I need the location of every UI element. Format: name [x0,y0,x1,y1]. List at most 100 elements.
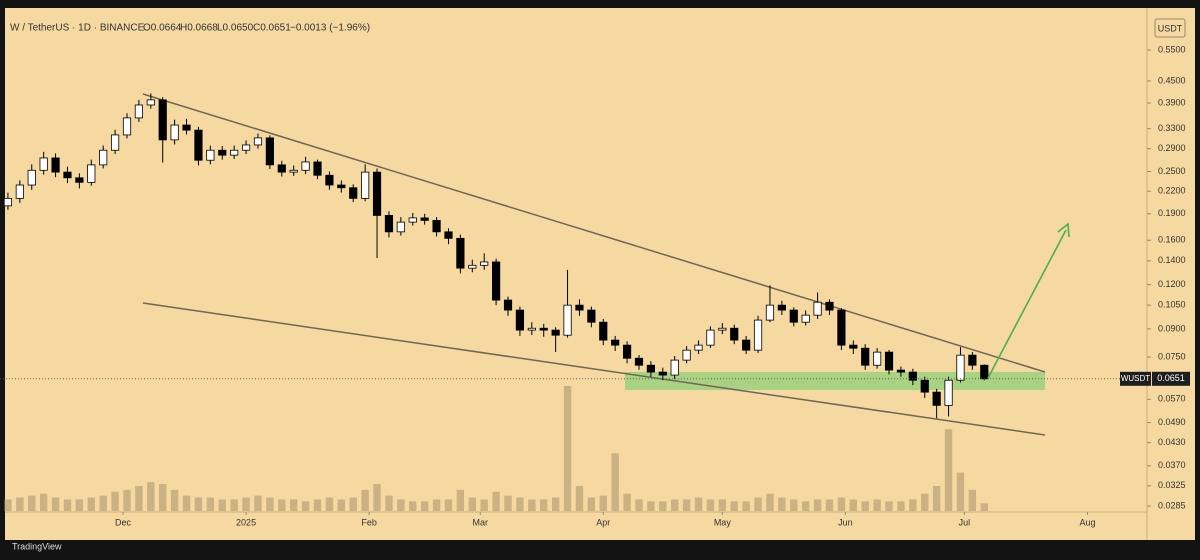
candle-body [908,371,917,381]
candle-body [206,149,215,161]
volume-bar [599,495,607,511]
candle-body [349,187,358,199]
volume-bar [397,499,405,511]
volume-bar [420,501,429,511]
candle-body [337,184,346,189]
volume-bar [647,501,655,511]
candle-body [480,261,489,266]
x-tick-label: 2025 [236,517,256,527]
candle-body [170,124,179,141]
y-tick-label: 0.0750 [1158,351,1186,361]
ohlc-change: −0.0013 (−1.96%) [290,23,370,34]
candle-body [837,309,846,346]
candle-body [789,309,798,323]
y-tick-label: 0.2200 [1158,186,1186,196]
y-tick-label: 0.0430 [1158,437,1186,447]
candle-body [658,371,667,376]
candle-body [825,301,834,311]
candle-body [706,329,715,346]
candle-body [99,149,108,166]
x-tick-label: Mar [472,517,488,527]
volume-bar [742,501,750,511]
volume-bar [718,499,727,511]
volume-bar [278,499,286,511]
volume-bar [659,501,667,511]
candle-body [325,174,334,186]
candle-body [742,339,751,351]
candle-body [289,169,298,173]
volume-bar [706,499,715,511]
candle-body [956,354,965,381]
candle-body [456,237,465,269]
volume-bar [754,497,762,511]
x-tick-label: May [714,517,732,527]
volume-bar [480,499,488,511]
y-tick-label: 0.4500 [1158,75,1186,85]
candle-body [611,339,620,346]
ohlc-low: L0.0650 [217,23,254,34]
volume-bar [813,499,822,511]
volume-bar [671,499,679,511]
volume-bar [932,486,941,511]
volume-bar [540,499,548,511]
candle-body [277,164,286,173]
volume-bar [4,499,12,511]
candle-body [551,329,560,336]
candle-body [849,344,858,349]
volume-bar [16,497,24,511]
candle-body [432,220,441,233]
candle-body [27,169,36,186]
volume-bar [944,429,953,511]
candle-body [896,369,906,373]
volume-bar [682,499,691,511]
volume-bar [873,499,881,511]
volume-bar [516,497,524,511]
candle-body [777,304,786,311]
volume-bar [778,497,786,511]
footer-brand: TradingView [12,541,62,551]
y-tick-label: 0.0570 [1158,394,1186,404]
candle-body [384,215,394,233]
candle-body [563,304,572,336]
candle-body [111,134,120,151]
candle-body [503,299,513,311]
candle-body [218,149,227,156]
symbol-title: W / TetherUS · 1D · BINANCE [10,23,145,34]
volume-bar [921,493,929,511]
volume-bar [51,497,60,511]
lower-trendline [142,302,1046,436]
candle-body [301,161,310,171]
volume-bar [290,499,298,511]
candle-body [182,124,191,131]
volume-bar [563,386,572,511]
volume-bar [218,499,226,511]
candle-body [599,321,608,341]
x-tick-label: Jun [838,517,853,527]
volume-bar [456,489,465,511]
candle-body [253,137,263,146]
volume-bar [956,472,965,511]
candle-body [146,99,155,106]
x-tick-label: Aug [1079,517,1095,527]
candle-body [51,157,60,173]
candle-body [194,129,203,161]
volume-layer [4,386,988,511]
volume-bar [837,497,846,511]
candle-body [968,354,977,366]
x-tick-label: Jul [959,517,971,527]
upper-trendline [142,93,1046,373]
volume-bar [242,497,250,511]
volume-bar [123,489,131,511]
volume-bar [575,486,584,511]
symbol-tag: WUSDT [1121,374,1150,383]
candle-body [884,351,894,371]
volume-bar [730,501,738,511]
volume-bar [492,491,500,511]
volume-bar [99,495,107,511]
volume-bar [301,501,310,511]
volume-bar [766,493,774,511]
candle-body [861,347,870,366]
volume-bar [313,499,322,511]
volume-bar [528,499,536,511]
candle-body [682,349,691,361]
